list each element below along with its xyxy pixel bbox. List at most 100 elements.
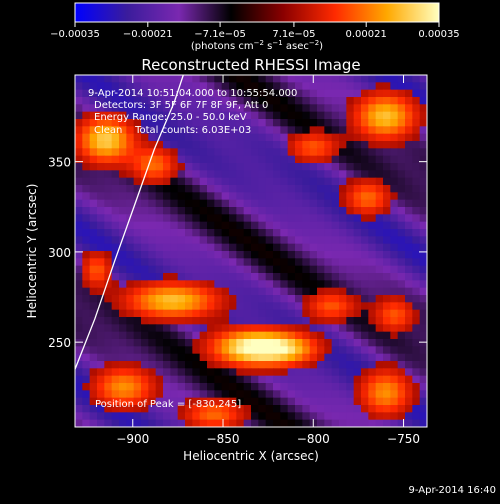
heatmap-cell <box>361 346 369 355</box>
heatmap-cell <box>207 119 215 127</box>
heatmap-cell <box>214 390 223 399</box>
heatmap-cell <box>163 346 171 355</box>
heatmap-cell <box>346 111 355 120</box>
heatmap-cell <box>339 119 347 127</box>
heatmap-cell <box>243 229 252 237</box>
heatmap-cell <box>126 251 135 259</box>
heatmap-cell <box>214 214 223 223</box>
heatmap-cell <box>346 295 355 303</box>
heatmap-cell <box>339 185 347 193</box>
heatmap-cell <box>309 243 318 252</box>
heatmap-cell <box>280 221 289 230</box>
heatmap-cell <box>280 339 289 347</box>
heatmap-cell <box>324 390 333 399</box>
heatmap-cell <box>75 221 83 230</box>
heatmap-cell <box>390 265 399 274</box>
heatmap-cell <box>353 119 362 127</box>
heatmap-cell <box>287 383 296 391</box>
heatmap-cell <box>309 258 318 267</box>
heatmap-cell <box>177 302 186 311</box>
heatmap-cell <box>133 287 142 296</box>
heatmap-cell <box>287 236 296 245</box>
heatmap-cell <box>405 339 413 347</box>
heatmap-cell <box>317 324 325 333</box>
heatmap-cell <box>302 302 311 311</box>
heatmap-cell <box>163 397 171 406</box>
heatmap-cell <box>89 97 98 105</box>
heatmap-cell <box>324 265 333 274</box>
heatmap-cell <box>192 383 201 391</box>
heatmap-cell <box>119 273 127 281</box>
heatmap-cell <box>89 207 98 215</box>
heatmap-cell <box>331 104 340 113</box>
heatmap-cell <box>192 75 201 83</box>
heatmap-cell <box>412 375 421 384</box>
heatmap-cell <box>119 361 127 369</box>
heatmap-cell <box>89 339 98 347</box>
heatmap-cell <box>177 324 186 333</box>
heatmap-cell <box>419 251 427 259</box>
heatmap-cell <box>273 361 281 369</box>
heatmap-cell <box>243 82 252 91</box>
heatmap-cell <box>236 331 245 340</box>
heatmap-cell <box>199 353 208 362</box>
heatmap-cell <box>251 251 259 259</box>
heatmap-cell <box>126 368 135 377</box>
heatmap-cell <box>405 89 413 98</box>
heatmap-cell <box>111 185 120 193</box>
heatmap-cell <box>346 119 355 127</box>
heatmap-cell <box>273 236 281 245</box>
heatmap-cell <box>412 104 421 113</box>
heatmap-cell <box>405 331 413 340</box>
heatmap-cell <box>163 302 171 311</box>
heatmap-cell <box>324 104 333 113</box>
heatmap-cell <box>75 236 83 245</box>
heatmap-cell <box>97 258 105 267</box>
heatmap-cell <box>199 111 208 120</box>
heatmap-cell <box>295 309 303 318</box>
heatmap-cell <box>331 405 340 413</box>
heatmap-cell <box>412 89 421 98</box>
heatmap-cell <box>375 397 384 406</box>
heatmap-cell <box>155 383 164 391</box>
heatmap-cell <box>280 265 289 274</box>
heatmap-cell <box>148 405 157 413</box>
heatmap-cell <box>229 221 237 230</box>
heatmap-cell <box>265 361 274 369</box>
heatmap-cell <box>419 221 427 230</box>
annotation-clean-counts: Clean Total counts: 6.03E+03 <box>94 125 251 136</box>
heatmap-cell <box>214 177 223 186</box>
heatmap-cell <box>390 207 399 215</box>
heatmap-cell <box>317 331 325 340</box>
heatmap-cell <box>390 405 399 413</box>
heatmap-cell <box>302 339 311 347</box>
heatmap-cell <box>353 390 362 399</box>
heatmap-cell <box>405 368 413 377</box>
heatmap-cell <box>258 104 267 113</box>
heatmap-cell <box>265 214 274 223</box>
heatmap-cell <box>353 155 362 164</box>
heatmap-cell <box>170 148 179 157</box>
heatmap-cell <box>141 119 149 127</box>
heatmap-cell <box>258 214 267 223</box>
heatmap-cell <box>133 177 142 186</box>
heatmap-cell <box>192 309 201 318</box>
heatmap-cell <box>111 89 120 98</box>
heatmap-cell <box>229 361 237 369</box>
heatmap-cell <box>192 273 201 281</box>
heatmap-cell <box>295 346 303 355</box>
heatmap-cell <box>97 375 105 384</box>
plot-frame <box>74 74 428 428</box>
heatmap-cell <box>412 177 421 186</box>
heatmap-cell <box>361 287 369 296</box>
heatmap-cell <box>89 155 98 164</box>
heatmap-cell <box>89 287 98 296</box>
heatmap-cell <box>89 199 98 208</box>
heatmap-cell <box>346 148 355 157</box>
heatmap-cell <box>361 309 369 318</box>
colorbar-units: (photons cm−2 s−1 asec−2) <box>191 39 323 52</box>
heatmap-cell <box>339 207 347 215</box>
heatmap-cell <box>280 89 289 98</box>
heatmap-cell <box>361 361 369 369</box>
heatmap-cell <box>346 185 355 193</box>
